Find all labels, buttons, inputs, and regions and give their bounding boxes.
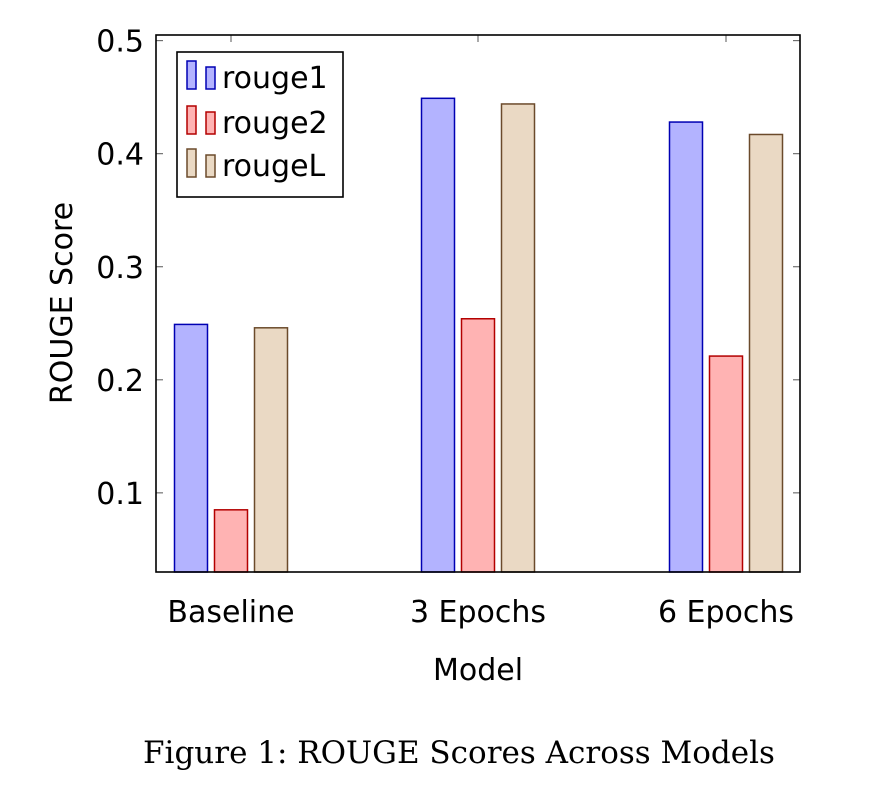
- x-tick-label: 3 Epochs: [410, 595, 546, 630]
- bar-rouge2-baseline: [213, 509, 249, 573]
- y-axis-title: ROUGE Score: [45, 202, 80, 404]
- bars: [173, 97, 784, 573]
- legend-swatch-rouge1: [186, 60, 197, 90]
- legend-label-rouge1: rouge1: [222, 61, 328, 96]
- legend-swatch-rougeL-small: [205, 154, 216, 178]
- y-tick-label: 0.5: [96, 25, 144, 60]
- legend-swatch-rougeL: [186, 148, 197, 178]
- x-tick-label: 6 Epochs: [658, 595, 794, 630]
- y-tick-label: 0.4: [96, 138, 144, 173]
- legend-items: rouge1 rouge2 rougeL: [186, 60, 328, 184]
- legend-swatch-rouge2-small: [205, 111, 216, 135]
- legend-swatch-rouge1-small: [205, 66, 216, 90]
- legend: rouge1 rouge2 rougeL: [176, 51, 344, 198]
- bar-rougeL-3-epochs: [500, 103, 536, 573]
- legend-label-rouge2: rouge2: [222, 106, 328, 141]
- x-tick-labels: Baseline 3 Epochs 6 Epochs: [167, 595, 794, 630]
- y-tick-labels: 0.1 0.2 0.3 0.4 0.5: [96, 25, 144, 512]
- y-tick-label: 0.1: [96, 477, 144, 512]
- legend-box: [176, 51, 344, 198]
- bar-rougeL-6-epochs: [748, 133, 784, 573]
- legend-label-rougeL: rougeL: [222, 149, 326, 184]
- x-tick-label: Baseline: [167, 595, 294, 630]
- bar-rougeL-baseline: [253, 327, 289, 573]
- bar-rouge2-6-epochs: [708, 355, 744, 573]
- figure-caption: Figure 1: ROUGE Scores Across Models: [143, 735, 775, 771]
- bar-rouge2-3-epochs: [460, 318, 496, 573]
- x-axis-title: Model: [433, 653, 523, 688]
- y-tick-label: 0.3: [96, 251, 144, 286]
- plot-area-frame: [155, 34, 801, 573]
- bar-rouge1-6-epochs: [668, 121, 704, 573]
- bar-rouge1-baseline: [173, 323, 209, 573]
- legend-swatch-rouge2: [186, 105, 197, 135]
- y-tick-label: 0.2: [96, 364, 144, 399]
- bar-rouge1-3-epochs: [420, 97, 456, 573]
